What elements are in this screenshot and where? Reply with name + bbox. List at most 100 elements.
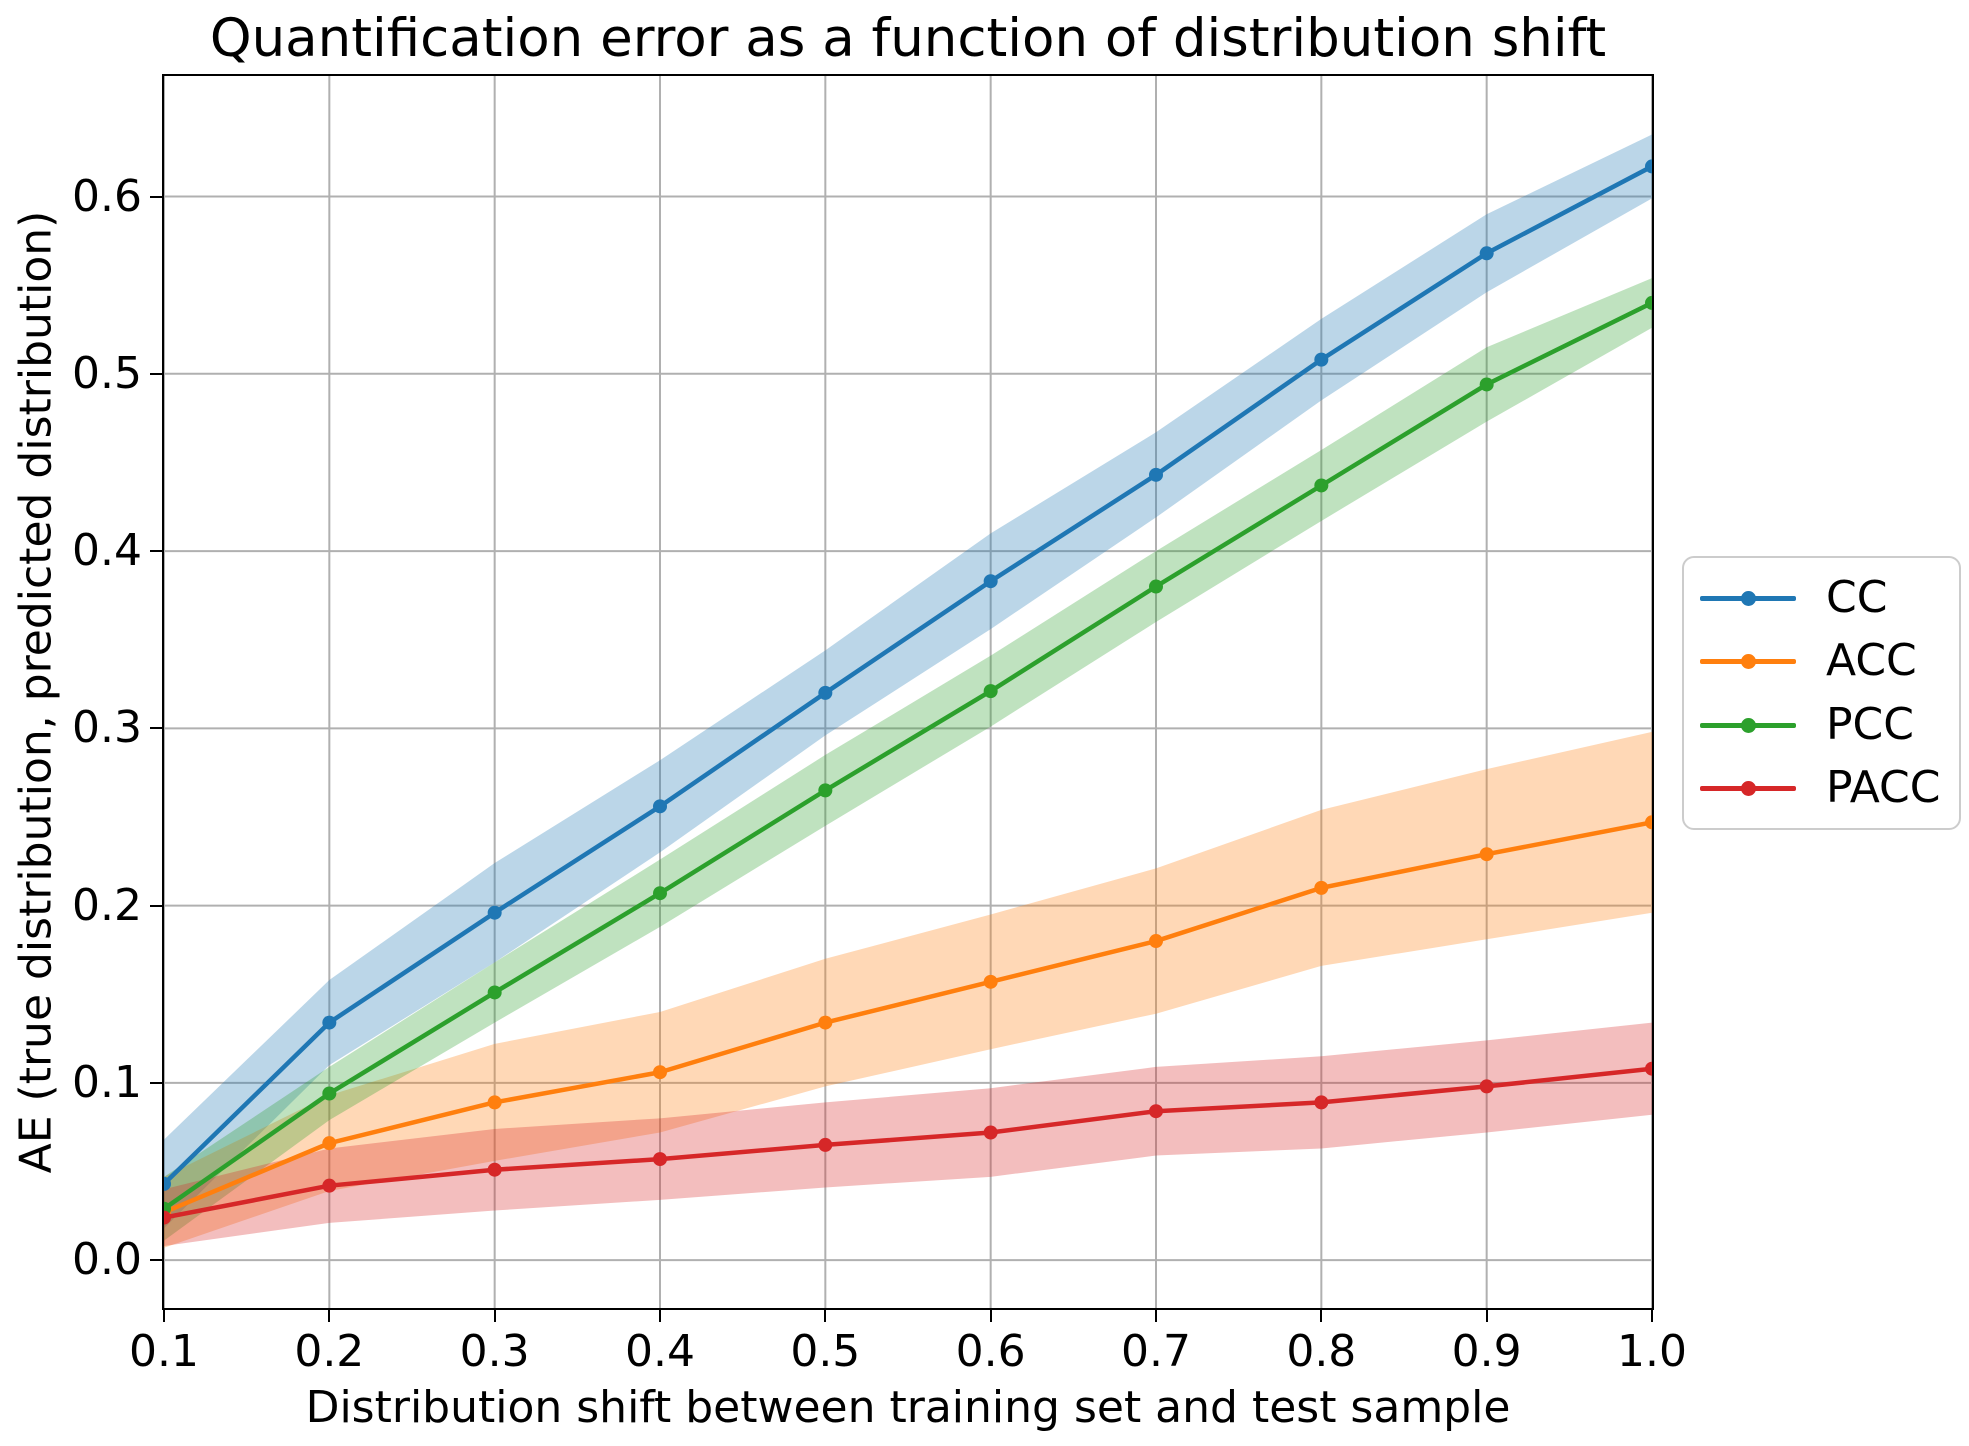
acc-marker	[322, 1136, 337, 1151]
pacc-marker	[487, 1162, 502, 1177]
x-tick-label: 0.9	[1451, 1326, 1522, 1377]
x-tick-mark	[989, 1310, 992, 1322]
legend-item-pcc: PCC	[1700, 696, 1949, 754]
legend-label-acc: ACC	[1826, 635, 1917, 687]
acc-marker	[1314, 880, 1329, 895]
x-tick-mark	[328, 1310, 331, 1322]
cc-confidence-band	[164, 134, 1652, 1229]
legend-item-acc: ACC	[1700, 632, 1949, 690]
acc-marker	[1479, 847, 1494, 862]
legend-label-cc: CC	[1826, 571, 1888, 623]
acc-line	[164, 820, 1652, 1215]
cc-marker	[983, 574, 998, 589]
pacc-confidence-band	[164, 1022, 1652, 1246]
pacc-marker	[653, 1152, 667, 1167]
cc-marker	[1645, 159, 1652, 174]
plot-area	[162, 74, 1654, 1310]
pcc-marker	[818, 783, 833, 798]
pacc-marker	[818, 1137, 833, 1152]
cc-marker	[1314, 352, 1329, 367]
cc-marker	[322, 1015, 337, 1030]
pcc-marker	[1479, 377, 1494, 392]
x-tick-label: 0.2	[294, 1326, 365, 1377]
pacc-marker	[1479, 1079, 1494, 1094]
y-tick-label: 0.4	[72, 525, 142, 577]
acc-marker	[1149, 934, 1163, 949]
cc-marker	[653, 799, 667, 814]
y-tick-label: 0.6	[72, 170, 142, 222]
x-tick-label: 0.1	[129, 1326, 199, 1377]
cc-marker	[487, 905, 502, 920]
x-tick-label: 0.8	[1286, 1326, 1357, 1377]
x-tick-label: 0.7	[1121, 1326, 1191, 1377]
x-tick-mark	[1651, 1310, 1653, 1322]
y-tick-label: 0.2	[72, 879, 142, 931]
legend-label-pcc: PCC	[1826, 698, 1914, 750]
x-tick-label: 0.3	[459, 1326, 530, 1377]
pacc-marker	[164, 1210, 171, 1225]
acc-marker	[487, 1095, 502, 1110]
x-tick-mark	[659, 1310, 661, 1322]
y-tick-mark	[150, 727, 162, 730]
pcc-marker	[1645, 295, 1652, 310]
y-tick-mark	[150, 1081, 162, 1084]
chart-canvas	[164, 76, 1652, 1308]
pcc-marker	[653, 886, 667, 901]
cc-marker	[1149, 467, 1163, 482]
pacc-marker	[983, 1125, 998, 1140]
pcc-confidence-band	[164, 278, 1652, 1241]
pacc-legend-marker-icon	[1741, 781, 1756, 797]
legend: CC ACC PCC PACC	[1682, 556, 1961, 830]
y-tick-label: 0.5	[72, 347, 142, 399]
cc-line	[164, 164, 1652, 1186]
y-tick-mark	[150, 550, 162, 553]
x-tick-mark	[824, 1310, 827, 1322]
x-tick-label: 0.4	[625, 1326, 695, 1377]
cc-marker	[1479, 246, 1494, 261]
pacc-marker	[1645, 1061, 1652, 1076]
pcc-marker	[487, 985, 502, 1000]
acc-marker	[983, 974, 998, 989]
x-tick-mark	[1155, 1310, 1157, 1322]
acc-marker	[1645, 815, 1652, 830]
y-tick-label: 0.0	[72, 1234, 142, 1286]
cc-marker	[818, 685, 833, 700]
x-axis-label: Distribution shift between training set …	[305, 1382, 1511, 1433]
pcc-marker	[983, 684, 998, 699]
pcc-marker	[322, 1086, 337, 1101]
pcc-legend-marker-icon	[1741, 717, 1756, 733]
x-tick-mark	[163, 1310, 165, 1322]
x-tick-mark	[493, 1310, 496, 1322]
x-tick-mark	[1485, 1310, 1488, 1322]
pacc-line-sample	[1700, 779, 1796, 797]
pcc-marker	[1149, 579, 1163, 594]
chart-title: Quantification error as a function of di…	[209, 8, 1607, 69]
acc-legend-marker-icon	[1741, 654, 1756, 670]
acc-line-sample	[1700, 652, 1796, 670]
pacc-marker	[1314, 1095, 1329, 1110]
cc-line-sample	[1700, 589, 1796, 607]
y-tick-mark	[150, 195, 162, 198]
pcc-line-sample	[1700, 716, 1796, 734]
pcc-line	[164, 300, 1652, 1211]
legend-item-cc: CC	[1700, 569, 1949, 627]
cc-marker	[164, 1176, 171, 1191]
pacc-marker	[322, 1178, 337, 1193]
cc-legend-marker-icon	[1741, 590, 1756, 606]
y-tick-mark	[150, 372, 162, 375]
acc-marker	[818, 1015, 833, 1030]
y-tick-label: 0.3	[72, 702, 142, 754]
y-tick-mark	[150, 904, 162, 907]
x-tick-label: 1.0	[1617, 1326, 1687, 1377]
legend-item-pacc: PACC	[1700, 759, 1949, 817]
x-tick-label: 0.5	[790, 1326, 861, 1377]
y-tick-label: 0.1	[72, 1056, 142, 1108]
pcc-marker	[1314, 478, 1329, 493]
y-tick-mark	[150, 1259, 162, 1262]
x-tick-mark	[1320, 1310, 1323, 1322]
acc-confidence-band	[164, 731, 1652, 1248]
acc-marker	[653, 1065, 667, 1080]
pacc-marker	[1149, 1104, 1163, 1119]
pacc-line	[164, 1066, 1652, 1220]
